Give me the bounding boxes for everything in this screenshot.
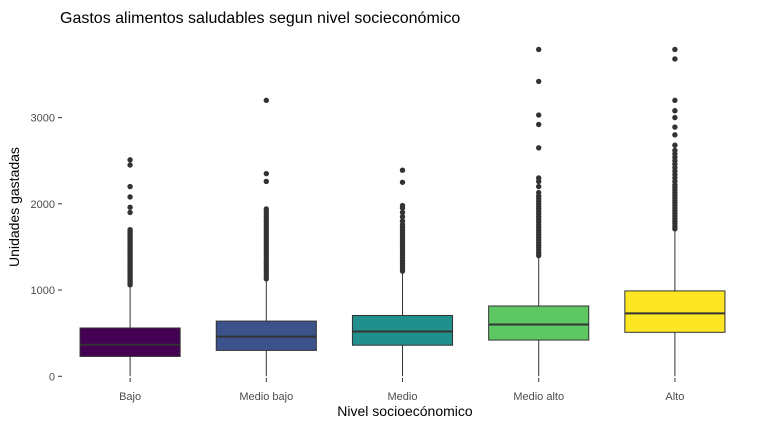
outlier-point bbox=[263, 178, 269, 185]
outlier-point bbox=[127, 183, 133, 190]
outlier-point bbox=[672, 108, 678, 114]
box-medio bbox=[351, 167, 454, 377]
box-medio-bajo bbox=[215, 97, 317, 377]
box-bajo bbox=[79, 157, 181, 377]
outlier-point bbox=[536, 183, 542, 190]
box-iqr bbox=[624, 290, 726, 333]
x-axis: Bajo Medio bajo Medio Medio alto Alto bbox=[119, 378, 684, 403]
outlier-point bbox=[127, 204, 133, 210]
box-iqr bbox=[351, 314, 454, 346]
outlier-point bbox=[536, 175, 542, 181]
x-axis-title: Nivel socioecónomico bbox=[337, 403, 473, 419]
outlier-point bbox=[672, 97, 678, 104]
outlier-point bbox=[399, 167, 406, 173]
outlier-point bbox=[127, 209, 133, 216]
outlier-point bbox=[672, 46, 678, 53]
outlier-point bbox=[672, 56, 678, 62]
outlier-point bbox=[536, 121, 542, 128]
outlier-point bbox=[399, 214, 406, 220]
box-alto bbox=[624, 46, 726, 377]
outlier-point bbox=[127, 162, 133, 168]
outlier-point bbox=[536, 78, 542, 85]
x-tick-label: Alto bbox=[665, 391, 684, 403]
outlier-point bbox=[263, 97, 269, 104]
outlier-point bbox=[399, 218, 406, 224]
outlier-point bbox=[672, 142, 678, 148]
chart-title: Gastos alimentos saludables segun nivel … bbox=[60, 10, 460, 27]
y-axis: 0 1000 2000 3000 bbox=[31, 113, 62, 383]
outlier-point bbox=[399, 179, 406, 185]
outlier-point bbox=[536, 112, 542, 118]
outlier-point bbox=[263, 170, 269, 177]
outlier-point bbox=[127, 226, 133, 233]
x-tick-label: Medio bajo bbox=[239, 391, 293, 403]
y-tick-label: 3000 bbox=[31, 113, 55, 125]
box-iqr bbox=[488, 305, 590, 341]
x-tick-label: Bajo bbox=[119, 391, 141, 403]
plot-area bbox=[79, 46, 726, 377]
y-tick-label: 2000 bbox=[31, 199, 55, 211]
box-iqr bbox=[79, 327, 181, 357]
outlier-point bbox=[672, 114, 678, 121]
x-tick-label: Medio alto bbox=[513, 391, 564, 403]
outlier-point bbox=[399, 202, 406, 209]
y-axis-title: Unidades gastadas bbox=[6, 147, 22, 267]
outlier-point bbox=[536, 189, 542, 196]
outlier-point bbox=[536, 46, 542, 53]
outlier-point bbox=[399, 209, 406, 216]
box-medio-alto bbox=[488, 46, 590, 377]
outlier-point bbox=[127, 194, 133, 200]
outlier-point bbox=[263, 206, 269, 212]
outlier-point bbox=[127, 157, 133, 163]
outlier-point bbox=[672, 124, 678, 130]
y-tick-label: 1000 bbox=[31, 285, 55, 297]
x-tick-label: Medio bbox=[388, 391, 418, 403]
outlier-point bbox=[536, 145, 542, 151]
outlier-point bbox=[672, 132, 678, 138]
outlier-point bbox=[672, 147, 678, 154]
y-tick-label: 0 bbox=[49, 371, 55, 383]
